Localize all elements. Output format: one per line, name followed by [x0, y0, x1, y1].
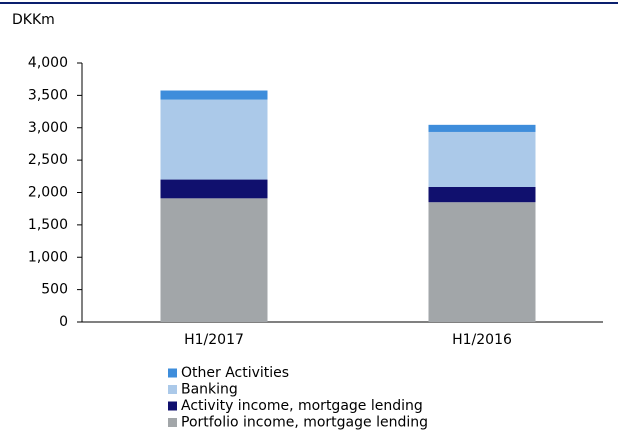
bar-segment [428, 124, 536, 132]
legend-swatch [168, 401, 177, 411]
bar-segment [428, 186, 536, 203]
legend-label: Banking [181, 382, 238, 398]
bar-segment [428, 131, 536, 187]
y-tick-label: 500 [41, 282, 68, 298]
legend-label: Portfolio income, mortgage lending [181, 415, 428, 431]
y-tick-label: 0 [59, 314, 68, 330]
y-axis-unit: DKKm [12, 12, 55, 28]
x-tick-label: H1/2017 [184, 332, 244, 348]
bar-segment [160, 198, 268, 322]
y-tick-label: 4,000 [28, 55, 68, 71]
bar-segment [160, 90, 268, 100]
y-tick-label: 3,000 [28, 120, 68, 136]
y-tick-label: 3,500 [28, 87, 68, 103]
legend-label: Other Activities [181, 365, 289, 381]
legend-swatch [168, 368, 177, 378]
y-tick-label: 1,500 [28, 217, 68, 233]
bar-segment [160, 179, 268, 199]
bar-segment [428, 202, 536, 322]
legend-label: Activity income, mortgage lending [181, 398, 423, 414]
y-tick-label: 1,000 [28, 249, 68, 265]
y-tick-label: 2,000 [28, 185, 68, 201]
x-tick-label: H1/2016 [452, 332, 512, 348]
legend-swatch [168, 385, 177, 394]
bar-segment [160, 99, 268, 180]
legend-swatch [168, 418, 177, 427]
y-tick-label: 2,500 [28, 152, 68, 168]
